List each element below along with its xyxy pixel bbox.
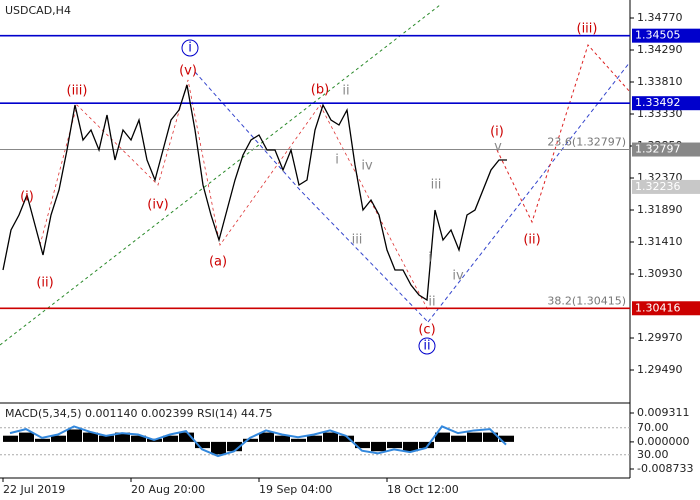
level-label: 1.30416 — [635, 301, 681, 314]
wave-label: i — [335, 153, 339, 168]
level-box — [632, 28, 700, 43]
macd-bar — [355, 441, 370, 449]
level-text: 23.6(1.32797) — [547, 136, 626, 149]
y-tick-label: 1.34290 — [637, 43, 683, 56]
rsi-tick-label: 70.00 — [637, 421, 669, 434]
price-line — [2, 84, 507, 302]
macd-bar — [339, 435, 354, 442]
macd-bar — [451, 435, 466, 442]
wave-label: i — [428, 251, 432, 266]
y-tick-label: 1.31890 — [637, 203, 683, 216]
macd-bar — [179, 432, 194, 442]
macd-bar — [307, 435, 322, 442]
wave-label: (iii) — [67, 84, 88, 99]
wave-line — [194, 71, 429, 323]
y-tick-label: 1.31410 — [637, 235, 683, 248]
macd-bar — [211, 441, 226, 455]
wave-label: (ii) — [36, 276, 53, 291]
wave-label: (v) — [179, 64, 197, 79]
macd-bar — [131, 435, 146, 442]
macd-bar — [371, 441, 386, 452]
y-tick-label: 1.33330 — [637, 107, 683, 120]
level-text: 38.2(1.30415) — [547, 294, 626, 307]
wave-label: (i) — [20, 190, 34, 205]
wave-label: (ii) — [523, 233, 540, 248]
wave-circle — [181, 39, 199, 57]
macd-bar — [435, 432, 450, 442]
indicator-title: MACD(5,34,5) 0.001140 0.002399 RSI(14) 4… — [5, 407, 272, 420]
macd-bar — [35, 438, 50, 442]
macd-bar — [467, 432, 482, 442]
macd-bar — [99, 435, 114, 442]
macd-bar — [227, 441, 242, 452]
wave-label: ii — [423, 339, 430, 354]
level-box — [632, 142, 700, 157]
x-tick-label: 22 Jul 2019 — [3, 483, 65, 496]
chart-title: USDCAD,H4 — [5, 4, 71, 17]
macd-bar — [291, 438, 306, 442]
macd-bar — [19, 432, 34, 442]
macd-bar — [67, 429, 82, 442]
macd-tick-label: -0.008733 — [637, 462, 693, 475]
macd-bar — [403, 441, 418, 452]
y-tick-label: 1.29490 — [637, 363, 683, 376]
macd-bar — [163, 435, 178, 442]
macd-bar — [51, 435, 66, 442]
wave-label: ii — [342, 84, 349, 99]
macd-bar — [275, 435, 290, 442]
wave-label: iv — [452, 269, 464, 284]
channel-line — [0, 4, 441, 346]
level-label: 1.34505 — [635, 29, 681, 42]
macd-tick-label: 0.009311 — [637, 406, 690, 419]
macd-bar — [259, 432, 274, 442]
wave-label: (b) — [311, 83, 329, 98]
macd-bar — [83, 432, 98, 442]
macd-bar — [243, 438, 258, 442]
wave-label: (a) — [209, 255, 227, 270]
wave-label: (iv) — [147, 198, 168, 213]
macd-bar — [483, 432, 498, 442]
macd-tick-label: 0.000000 — [637, 435, 690, 448]
level-box — [632, 179, 700, 194]
wave-label: ii — [428, 295, 435, 310]
level-label: 1.32797 — [635, 143, 681, 156]
rsi-tick-label: 30.00 — [637, 448, 669, 461]
wave-label: (c) — [418, 323, 435, 338]
wave-label: v — [494, 140, 502, 155]
wave-label: iv — [361, 159, 373, 174]
macd-bar — [419, 441, 434, 449]
y-tick-label: 1.34770 — [637, 11, 683, 24]
rsi-line — [9, 425, 507, 458]
x-tick-label: 18 Oct 12:00 — [387, 483, 459, 496]
wave-label: (iii) — [577, 22, 598, 37]
macd-bar — [195, 441, 210, 449]
wave-label: i — [188, 41, 192, 56]
macd-bar — [115, 432, 130, 442]
macd-bar — [387, 441, 402, 449]
level-box — [632, 301, 700, 316]
y-tick-label: 1.30930 — [637, 267, 683, 280]
x-tick-label: 20 Aug 20:00 — [131, 483, 205, 496]
level-label: 1.33492 — [635, 96, 681, 109]
level-box — [632, 96, 700, 111]
macd-bar — [3, 435, 18, 442]
wave-label: (i) — [490, 125, 504, 140]
macd-bar — [499, 435, 514, 442]
wave-label: iii — [431, 178, 442, 193]
wave-line — [39, 79, 429, 311]
wave-circle — [418, 337, 436, 355]
x-tick-label: 19 Sep 04:00 — [259, 483, 332, 496]
level-label: 1.32236 — [635, 180, 681, 193]
y-tick-label: 1.29970 — [637, 331, 683, 344]
channel-line — [427, 61, 631, 323]
macd-bar — [323, 432, 338, 442]
wave-label: iii — [352, 233, 363, 248]
y-tick-label: 1.33810 — [637, 75, 683, 88]
